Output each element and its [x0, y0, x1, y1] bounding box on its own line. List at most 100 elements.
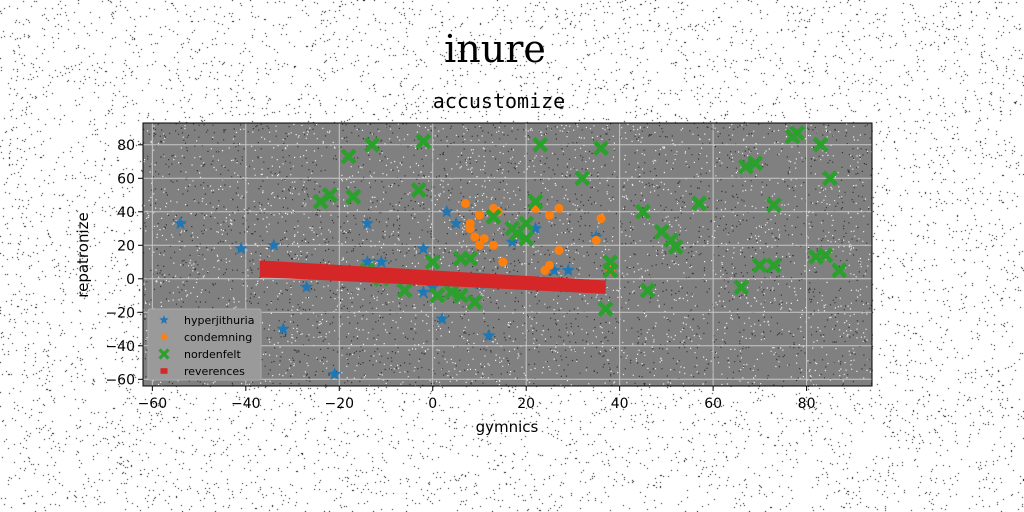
point-condemning	[596, 213, 606, 223]
y-tick-label: 40	[117, 205, 135, 221]
point-hyperjithuria	[440, 204, 454, 218]
point-nordenfelt	[466, 294, 483, 311]
point-hyperjithuria	[416, 285, 430, 298]
point-nordenfelt	[485, 208, 502, 225]
band-reverences	[259, 260, 606, 294]
x-tick-label: −40	[231, 396, 261, 412]
y-tick-label: −40	[105, 339, 135, 355]
point-nordenfelt	[733, 279, 750, 296]
point-nordenfelt	[602, 262, 619, 279]
point-nordenfelt	[667, 239, 684, 255]
point-nordenfelt	[691, 195, 708, 212]
point-nordenfelt	[751, 257, 768, 274]
point-condemning	[545, 210, 555, 220]
legend-marker-reverences	[160, 368, 168, 374]
y-tick-label: 0	[126, 272, 135, 288]
point-hyperjithuria	[416, 241, 430, 255]
x-tick-label: −20	[324, 396, 354, 412]
legend-box	[147, 308, 262, 381]
legend-marker-condemning	[160, 333, 168, 341]
point-nordenfelt	[452, 287, 469, 304]
series-layer	[173, 125, 848, 380]
y-axis-label: repatronize	[74, 212, 92, 297]
point-nordenfelt	[396, 282, 413, 299]
y-tick-label: 20	[117, 238, 135, 254]
point-nordenfelt	[321, 187, 338, 203]
y-axis-ticks: −60 −40 −20 0 20 40 60 80	[105, 138, 143, 388]
point-hyperjithuria	[299, 280, 314, 293]
point-nordenfelt	[737, 158, 754, 175]
legend-label-reverences: reverences	[184, 365, 245, 378]
legend: hyperjithuria condemning nordenfelt reveren…	[147, 308, 262, 381]
point-hyperjithuria	[327, 367, 342, 380]
point-condemning	[479, 234, 489, 244]
series-reverences	[259, 260, 606, 294]
point-nordenfelt	[593, 140, 609, 157]
point-hyperjithuria	[435, 312, 449, 325]
point-condemning	[470, 232, 480, 242]
point-condemning	[591, 235, 601, 245]
legend-label-hyperjithuria: hyperjithuria	[184, 314, 254, 327]
x-tick-label: 80	[798, 396, 816, 412]
chart-title: accustomize	[433, 89, 565, 113]
point-nordenfelt	[747, 155, 764, 172]
legend-label-condemning: condemning	[184, 331, 252, 344]
point-nordenfelt	[518, 230, 535, 247]
x-tick-label: 60	[704, 396, 722, 412]
y-tick-label: 60	[117, 171, 135, 187]
legend-marker-hyperjithuria	[159, 315, 169, 324]
point-nordenfelt	[821, 170, 838, 187]
point-nordenfelt	[789, 125, 806, 142]
point-hyperjithuria	[360, 216, 374, 230]
point-nordenfelt	[812, 136, 829, 153]
point-nordenfelt	[462, 250, 479, 267]
y-tick-label: 80	[117, 138, 135, 154]
y-tick-label: −20	[105, 305, 135, 321]
point-nordenfelt	[410, 182, 427, 198]
legend-label-nordenfelt: nordenfelt	[184, 348, 241, 361]
point-nordenfelt	[518, 215, 535, 232]
point-nordenfelt	[817, 247, 834, 264]
point-hyperjithuria	[276, 322, 290, 335]
point-nordenfelt	[831, 262, 848, 279]
point-nordenfelt	[345, 188, 362, 205]
x-tick-label: 40	[611, 396, 629, 412]
point-hyperjithuria	[374, 255, 388, 268]
point-nordenfelt	[415, 133, 432, 150]
point-condemning	[460, 198, 470, 208]
point-hyperjithuria	[547, 263, 561, 277]
point-hyperjithuria	[173, 216, 187, 230]
point-condemning	[498, 257, 508, 267]
point-nordenfelt	[364, 136, 380, 153]
point-nordenfelt	[597, 300, 614, 317]
point-nordenfelt	[340, 148, 357, 165]
point-condemning	[554, 245, 564, 255]
point-hyperjithuria	[267, 238, 281, 251]
legend-marker-nordenfelt	[158, 348, 170, 360]
point-hyperjithuria	[528, 221, 543, 235]
plot-frame	[142, 122, 873, 387]
point-hyperjithuria	[482, 328, 496, 342]
point-condemning	[474, 240, 484, 250]
x-tick-label: 0	[428, 396, 437, 412]
x-tick-label: −60	[138, 396, 168, 412]
series-condemning	[460, 198, 615, 275]
point-hyperjithuria	[426, 280, 440, 293]
point-nordenfelt	[635, 203, 651, 220]
x-tick-label: 20	[517, 396, 535, 412]
point-condemning	[474, 210, 484, 220]
point-nordenfelt	[527, 193, 544, 210]
point-nordenfelt	[429, 287, 446, 304]
point-hyperjithuria	[449, 216, 463, 230]
point-hyperjithuria	[234, 241, 248, 255]
point-nordenfelt	[765, 257, 782, 274]
point-nordenfelt	[424, 254, 441, 270]
point-nordenfelt	[532, 136, 549, 153]
x-axis-ticks: −60 −40 −20 0 20 40 60 80	[138, 386, 816, 412]
y-tick-label: −60	[105, 372, 135, 388]
point-condemning	[540, 265, 550, 275]
point-hyperjithuria	[360, 255, 374, 268]
point-nordenfelt	[574, 170, 591, 187]
point-condemning	[488, 240, 498, 250]
